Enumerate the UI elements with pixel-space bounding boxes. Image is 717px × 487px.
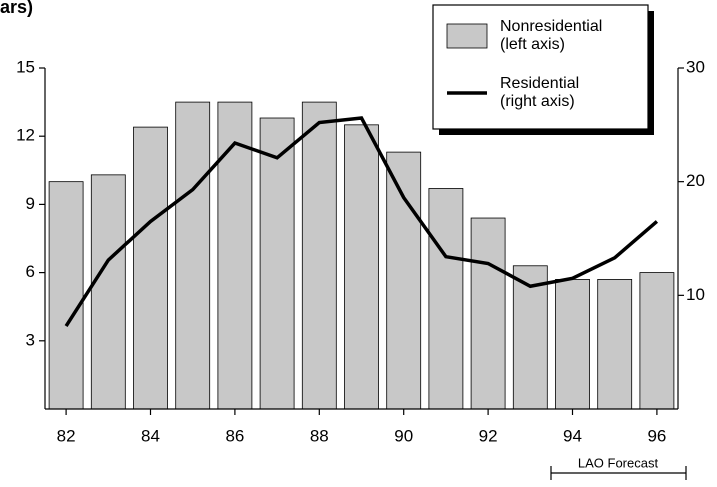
line xyxy=(64,116,659,327)
legend-label: Nonresidential (left axis) xyxy=(500,18,603,53)
x-tick-label: 90 xyxy=(394,426,413,445)
bar xyxy=(386,151,422,410)
x-tick-label: 88 xyxy=(310,426,329,445)
y-tick-label: 12 xyxy=(16,126,35,145)
y2-tick-label: 20 xyxy=(686,171,705,190)
chart-title: ars) xyxy=(0,0,33,17)
y-tick-label: 3 xyxy=(26,330,35,349)
y2-tick-label: 30 xyxy=(686,57,705,76)
x-tick-label: 84 xyxy=(141,426,160,445)
legend-swatch xyxy=(446,23,488,49)
bar xyxy=(512,265,548,410)
y-tick-label: 15 xyxy=(16,57,35,76)
x-tick-label: 94 xyxy=(563,426,582,445)
x-tick-label: 82 xyxy=(57,426,76,445)
y-tick-label: 9 xyxy=(26,194,35,213)
x-tick-label: 86 xyxy=(225,426,244,445)
legend-label: Residential (right axis) xyxy=(500,75,580,110)
forecast-label: LAO Forecast xyxy=(578,455,659,470)
bar xyxy=(344,124,379,410)
bar xyxy=(133,126,168,410)
x-tick-label: 96 xyxy=(647,426,666,445)
bar xyxy=(428,188,464,410)
bar xyxy=(555,279,590,410)
bar xyxy=(175,101,211,410)
bar xyxy=(48,181,84,410)
bar xyxy=(597,279,633,410)
x-tick-label: 92 xyxy=(479,426,498,445)
bar xyxy=(301,101,337,410)
y-tick-label: 6 xyxy=(26,262,35,281)
y2-tick-label: 10 xyxy=(686,285,705,304)
bar xyxy=(90,174,126,410)
bar xyxy=(259,117,295,410)
bar xyxy=(639,272,675,410)
bar xyxy=(217,101,253,410)
bar xyxy=(470,217,506,410)
